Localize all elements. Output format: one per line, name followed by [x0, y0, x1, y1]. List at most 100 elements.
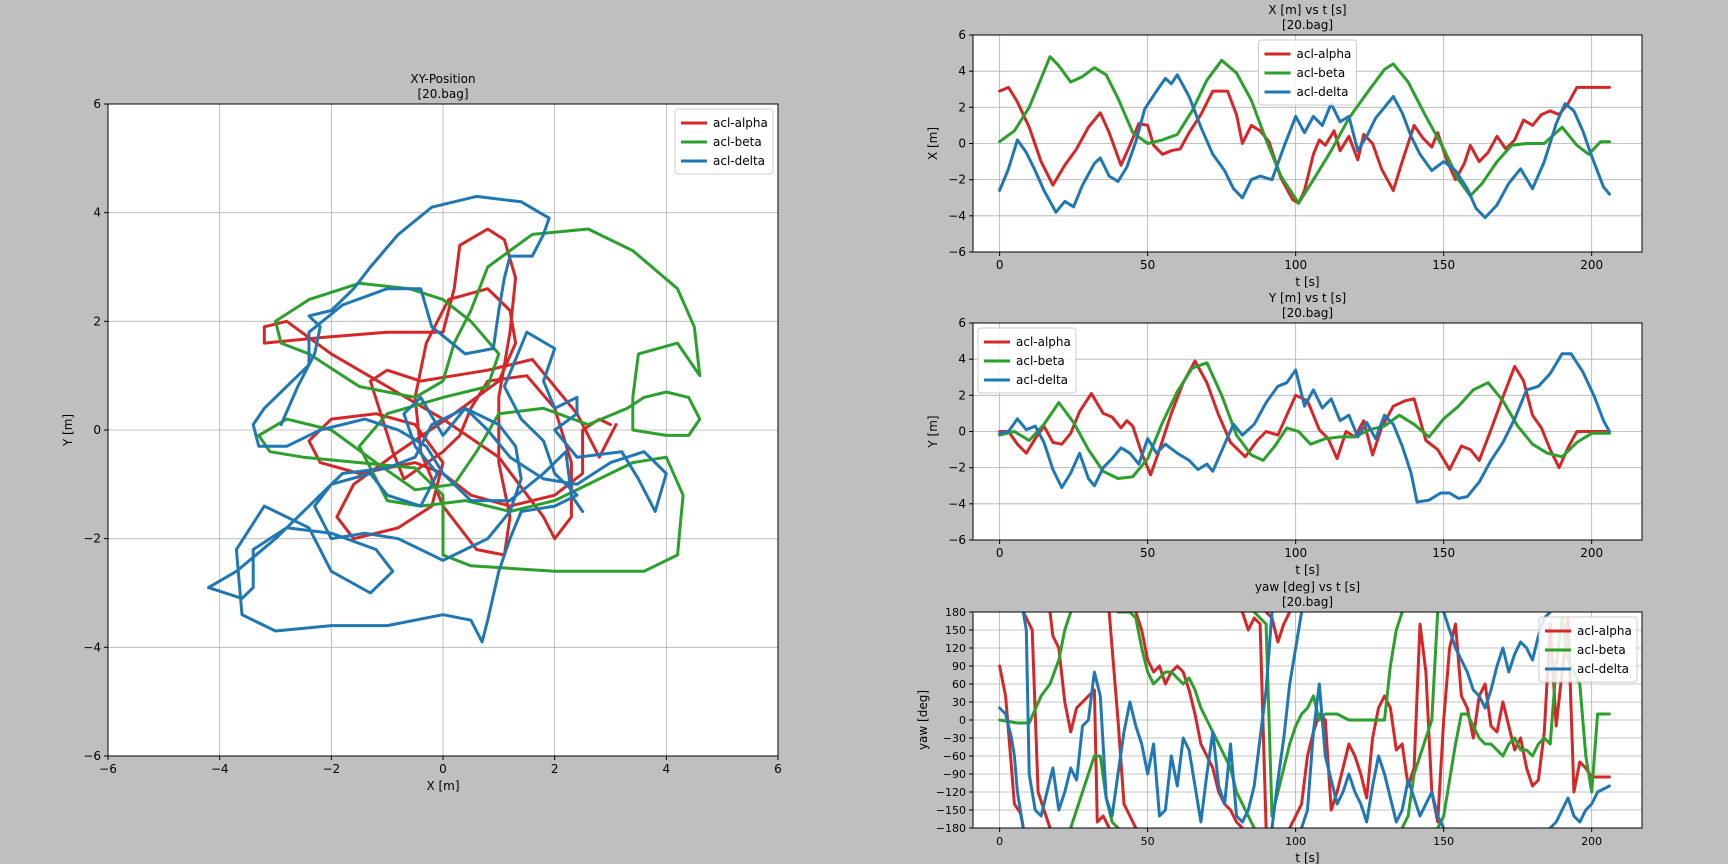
y-axis-label: X [m] — [926, 127, 940, 160]
y-tick-label: 180 — [945, 606, 966, 619]
y-tick-label: 4 — [958, 64, 966, 78]
series-group — [998, 55, 1611, 220]
legend-label-acl-beta: acl-beta — [1297, 66, 1346, 80]
y-tick-label: −150 — [936, 804, 966, 817]
y-tick-label: 0 — [958, 137, 966, 151]
legend-label-acl-beta: acl-beta — [1577, 643, 1626, 657]
x-tick-label: 6 — [774, 762, 782, 776]
legend-box — [1258, 39, 1357, 106]
legend-box — [674, 108, 774, 175]
chart-title-line: Y [m] vs t [s] — [1268, 291, 1346, 305]
x-tick-label: 4 — [663, 762, 671, 776]
series-group — [998, 612, 1611, 828]
y-tick-label: −6 — [948, 245, 966, 259]
series-group — [207, 194, 702, 644]
x-tick-label: −6 — [99, 762, 117, 776]
x-axis-label: t [s] — [1295, 563, 1319, 577]
legend: acl-alpha acl-beta acl-delta — [1538, 616, 1638, 683]
chart-title-line: [20.bag] — [1282, 306, 1333, 320]
x-tick-label: 2 — [551, 762, 559, 776]
y-tick-label: 4 — [958, 352, 966, 366]
y-tick-label: −2 — [948, 461, 966, 475]
series-line-acl-beta — [257, 227, 702, 573]
legend-label-acl-alpha: acl-alpha — [1297, 47, 1352, 61]
x-tick-label: 50 — [1140, 258, 1155, 272]
legend-label-acl-delta: acl-delta — [1297, 85, 1349, 99]
y-tick-label: −180 — [936, 822, 966, 835]
series-line-acl-delta — [998, 73, 1611, 220]
x-axis-label: t [s] — [1295, 275, 1319, 289]
y-tick-label: 60 — [952, 678, 966, 691]
y-tick-label: −2 — [948, 173, 966, 187]
y-tick-label: 2 — [958, 388, 966, 402]
y-tick-label: −2 — [83, 532, 101, 546]
x-vs-t-plot: 0 50 100 150 200 −6 −4 −2 0 2 4 6 t [s] X [m] X [m] vs… — [926, 3, 1643, 289]
y-tick-label: −90 — [943, 768, 966, 781]
y-tick-label: 6 — [93, 97, 101, 111]
x-tick-label: 50 — [1141, 835, 1155, 848]
x-axis-label: X [m] — [426, 779, 459, 793]
series-line-acl-delta — [998, 612, 1611, 828]
series-line-acl-beta — [998, 612, 1611, 828]
x-tick-label: 100 — [1285, 835, 1306, 848]
legend-box — [977, 327, 1077, 394]
x-tick-label: 0 — [439, 762, 447, 776]
y-tick-label: 90 — [952, 660, 966, 673]
x-tick-label: 50 — [1140, 546, 1155, 560]
legend-label-acl-delta: acl-delta — [1577, 662, 1629, 676]
x-tick-label: 150 — [1432, 258, 1455, 272]
chart-title-line: [20.bag] — [417, 87, 468, 101]
y-tick-label: 6 — [958, 28, 966, 42]
y-tick-label: −6 — [83, 749, 101, 763]
series-line-acl-beta — [998, 55, 1611, 205]
x-tick-label: 150 — [1433, 835, 1454, 848]
x-tick-label: 0 — [996, 835, 1003, 848]
series-line-acl-delta — [207, 330, 668, 644]
y-tick-label: 0 — [959, 714, 966, 727]
y-tick-label: 2 — [93, 314, 101, 328]
legend-label-acl-delta: acl-delta — [713, 154, 765, 168]
x-tick-label: 100 — [1284, 546, 1307, 560]
x-tick-label: 100 — [1284, 258, 1307, 272]
y-tick-label: −30 — [943, 732, 966, 745]
x-tick-label: 0 — [996, 546, 1004, 560]
legend-label-acl-alpha: acl-alpha — [713, 116, 768, 130]
x-tick-label: −4 — [211, 762, 229, 776]
series-line-acl-alpha — [998, 359, 1611, 477]
y-tick-label: −4 — [948, 209, 966, 223]
y-tick-label: 6 — [958, 316, 966, 330]
chart-title-line: X [m] vs t [s] — [1268, 3, 1346, 17]
y-axis-label: yaw [deg] — [916, 690, 930, 750]
x-tick-label: 200 — [1580, 546, 1603, 560]
chart-title-line: [20.bag] — [1282, 18, 1333, 32]
x-tick-label: 200 — [1580, 258, 1603, 272]
y-tick-label: −60 — [943, 750, 966, 763]
y-tick-label: 0 — [958, 425, 966, 439]
series-line-acl-delta — [251, 194, 585, 513]
chart-title-line: yaw [deg] vs t [s] — [1255, 580, 1360, 594]
y-tick-label: 150 — [945, 624, 966, 637]
y-tick-label: 30 — [952, 696, 966, 709]
y-axis-label: Y [m] — [61, 414, 75, 447]
yaw-vs-t-plot: 0 50 100 150 200 −180 −150 −120 −90 −60 −30 0 30 60 90… — [916, 580, 1643, 864]
legend-label-acl-alpha: acl-alpha — [1016, 335, 1071, 349]
x-tick-label: 200 — [1581, 835, 1602, 848]
series-line-acl-alpha — [262, 227, 618, 557]
x-axis-label: t [s] — [1295, 851, 1319, 864]
y-axis-label: Y [m] — [926, 415, 940, 448]
legend-label-acl-beta: acl-beta — [713, 135, 762, 149]
y-tick-label: 2 — [958, 100, 966, 114]
y-tick-label: −4 — [83, 640, 101, 654]
y-tick-label: 0 — [93, 423, 101, 437]
legend-label-acl-alpha: acl-alpha — [1577, 624, 1632, 638]
series-line-acl-delta — [998, 352, 1611, 504]
x-tick-label: 150 — [1432, 546, 1455, 560]
legend: acl-alpha acl-beta acl-delta — [1258, 39, 1357, 106]
chart-title-line: [20.bag] — [1282, 595, 1333, 609]
y-tick-label: 4 — [93, 206, 101, 220]
xy-position-plot: −6 −4 −2 0 2 4 6 −6 −4 −2 0 2 4 6 X [m] Y [m] XY-Positio… — [61, 72, 782, 793]
legend-label-acl-beta: acl-beta — [1016, 354, 1065, 368]
x-tick-label: 0 — [996, 258, 1004, 272]
series-group — [998, 352, 1611, 504]
